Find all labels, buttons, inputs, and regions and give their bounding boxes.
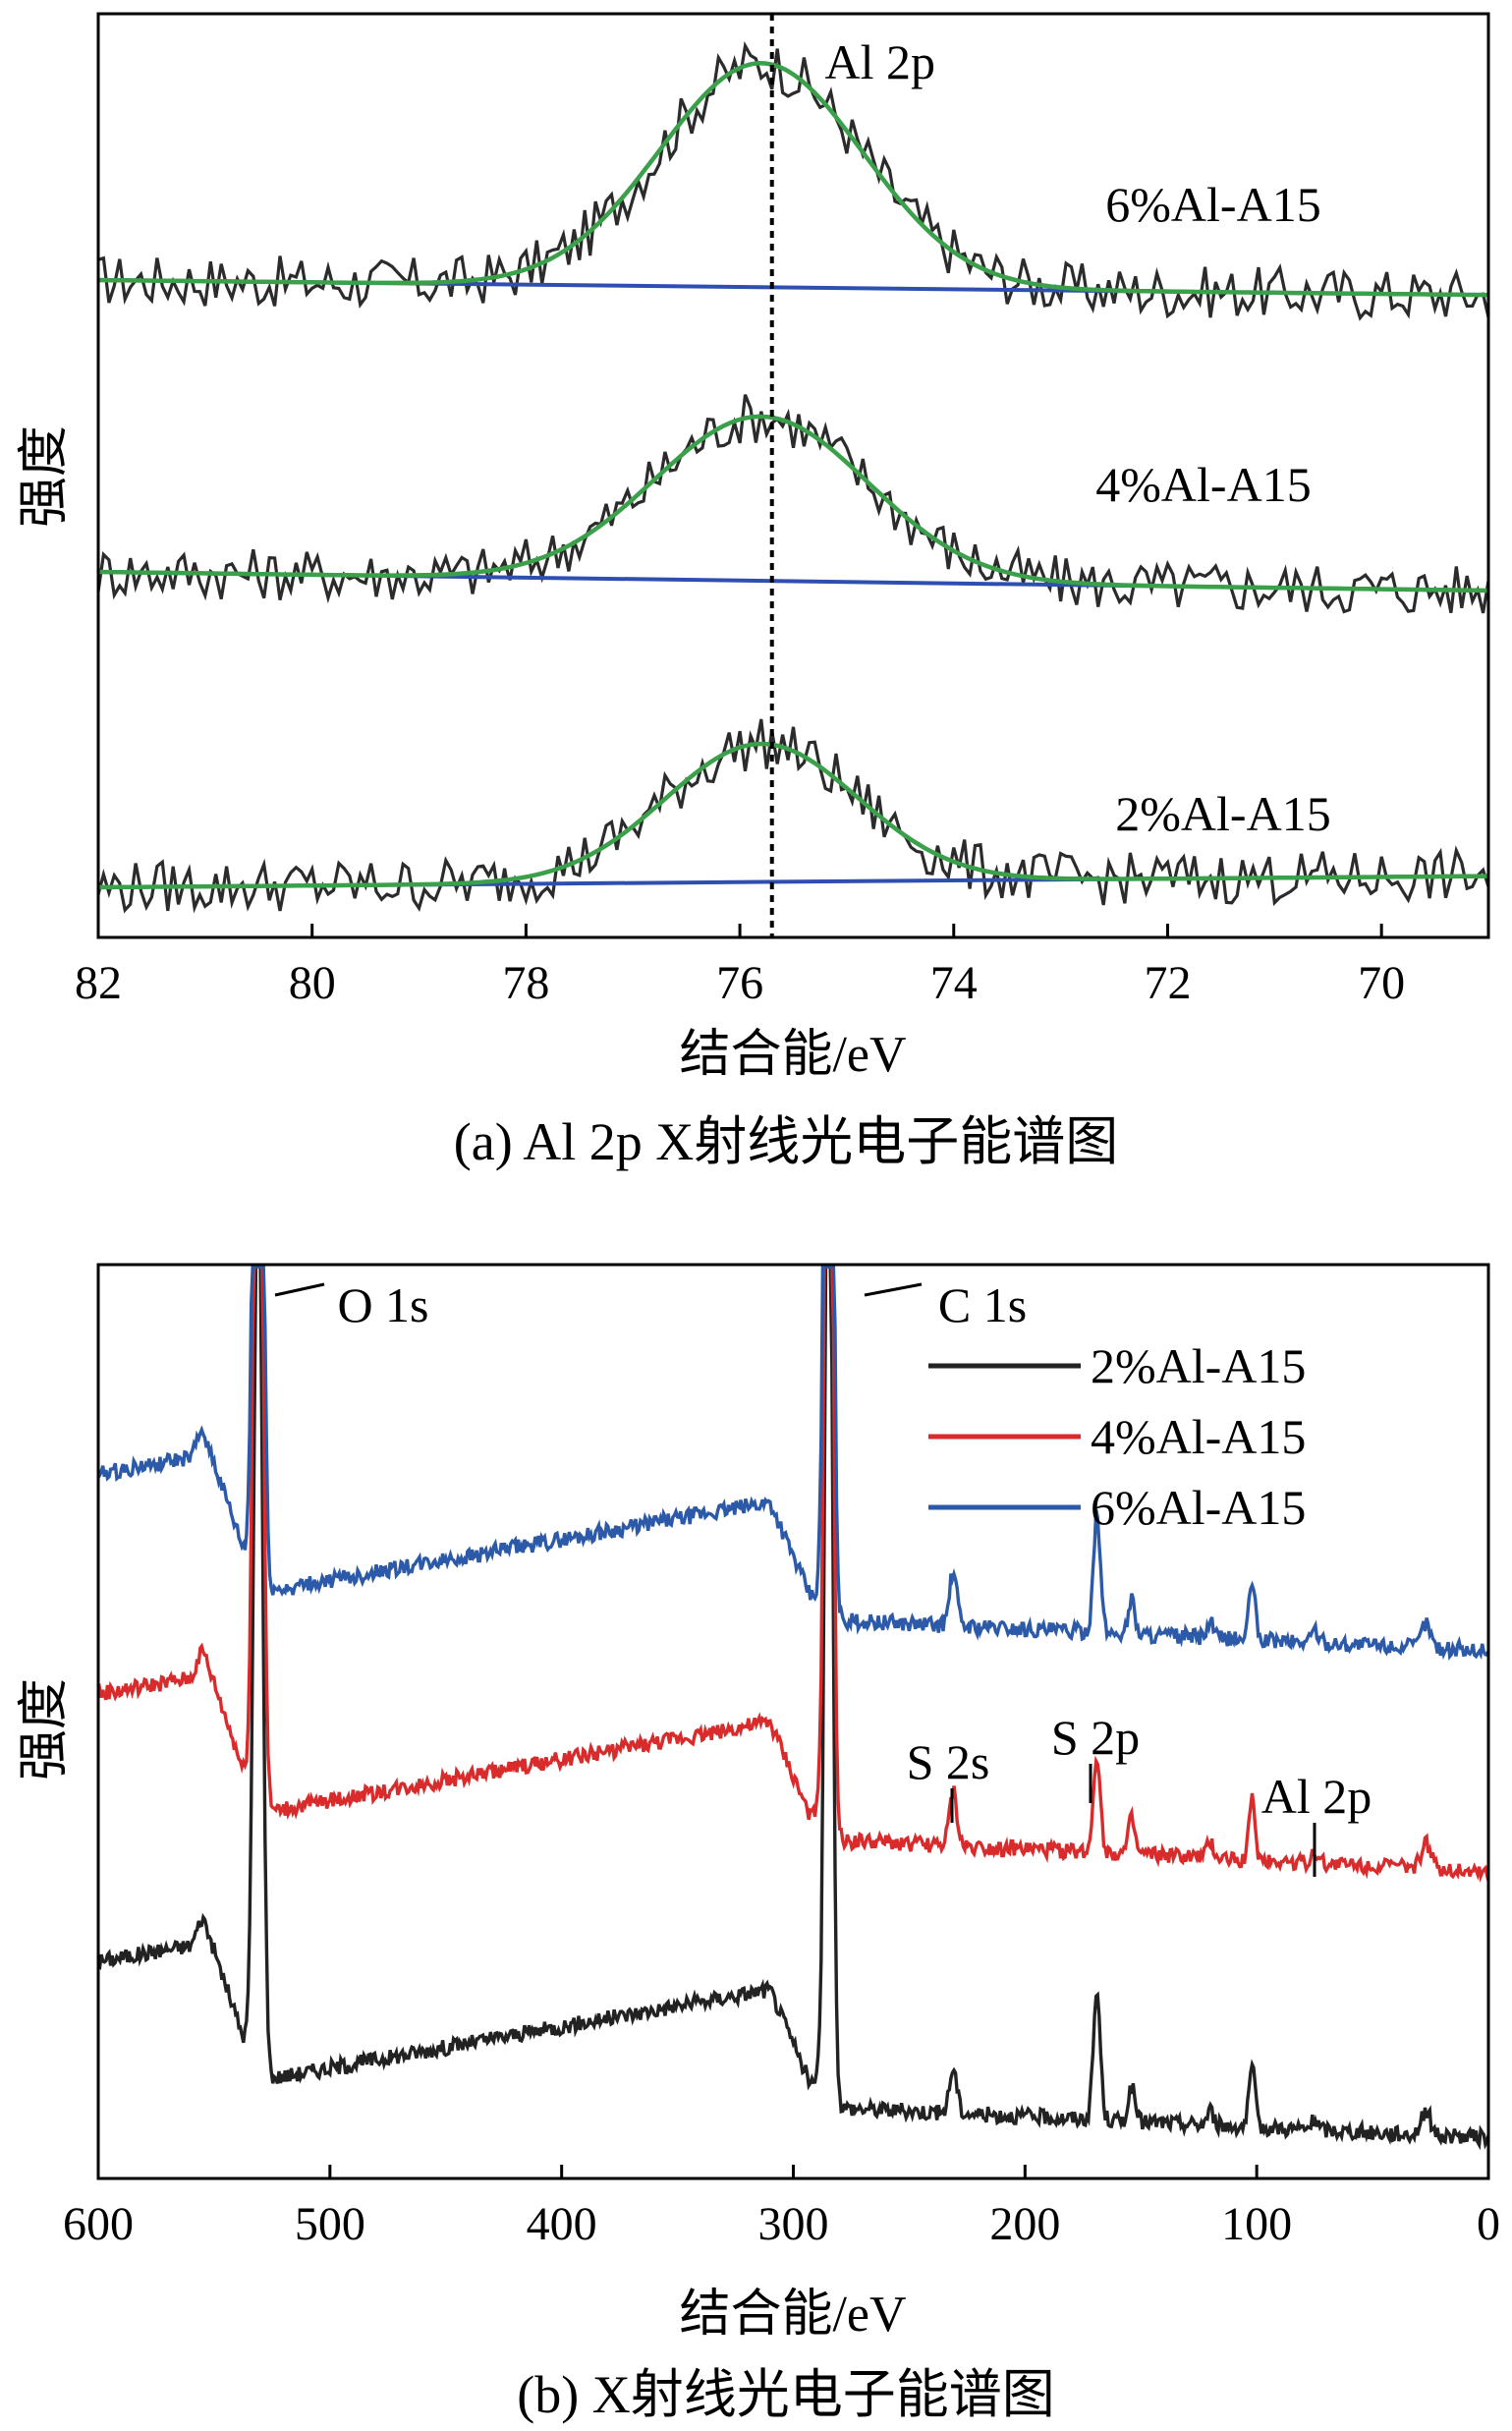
x-tick-label: 70	[1358, 957, 1405, 1009]
panel-b-y-axis-label: 强度	[17, 1678, 73, 1781]
series-label: 2%Al-A15	[1115, 786, 1330, 841]
x-tick-label: 600	[63, 2198, 134, 2250]
panel-a-x-ticks: 82 80 78 76 74 72 70	[75, 924, 1405, 1009]
peak-label: C 1s	[938, 1277, 1027, 1332]
survey-spectrum-line	[96, 1265, 1490, 1884]
al2p-reference-label: Al 2p	[824, 34, 935, 89]
x-tick-label: 82	[75, 957, 122, 1009]
legend-entry: 4%Al-A15	[1091, 1409, 1306, 1464]
x-tick-label: 100	[1221, 2198, 1292, 2250]
x-tick-label: 300	[758, 2198, 829, 2250]
raw-spectrum-line	[97, 40, 1490, 321]
x-tick-label: 76	[716, 957, 763, 1009]
panel-a-curves	[96, 40, 1490, 914]
legend-entry: 6%Al-A15	[1091, 1480, 1306, 1535]
panel-a-al2p-spectrum: Al 2p 6%Al-A15 4%Al-A15 2%Al-A15 82 80 78 76 7…	[17, 12, 1490, 1171]
panel-a-caption: (a) Al 2p X射线光电子能谱图	[454, 1112, 1118, 1171]
fit-curve-line	[97, 61, 1489, 298]
series-label: 4%Al-A15	[1095, 457, 1311, 512]
panel-b-curves	[96, 1265, 1490, 2151]
x-tick-label: 500	[295, 2198, 365, 2250]
survey-spectrum-line	[96, 1265, 1490, 1661]
panel-b-survey-spectrum: O 1s C 1s S 2s S 2p Al 2p 2%Al-A15 4%Al-A15 6%…	[17, 1263, 1500, 2424]
x-tick-label: 78	[502, 957, 549, 1009]
panel-b-x-ticks: 600 500 400 300 200 100 0	[63, 2165, 1500, 2250]
peak-label: O 1s	[337, 1277, 428, 1332]
panel-b-peak-labels: O 1s C 1s S 2s S 2p Al 2p	[274, 1277, 1372, 1877]
panel-b-caption: (b) X射线光电子能谱图	[517, 2365, 1054, 2424]
x-tick-label: 74	[930, 957, 978, 1009]
panel-b-legend: 2%Al-A15 4%Al-A15 6%Al-A15	[928, 1338, 1306, 1535]
legend-entry: 2%Al-A15	[1091, 1338, 1306, 1393]
x-tick-label: 72	[1144, 957, 1191, 1009]
panel-a-plot-frame	[96, 12, 1490, 939]
panel-b-x-axis-label: 结合能/eV	[679, 2287, 906, 2343]
panel-a-y-axis-label: 强度	[17, 425, 73, 528]
panel-a-x-axis-label: 结合能/eV	[679, 1027, 906, 1083]
peak-label: S 2p	[1051, 1710, 1140, 1765]
x-tick-label: 400	[527, 2198, 597, 2250]
x-tick-label: 200	[989, 2198, 1060, 2250]
peak-leader-line	[274, 1282, 325, 1297]
x-tick-label: 0	[1477, 2198, 1500, 2250]
panel-a-series-labels: 6%Al-A15 4%Al-A15 2%Al-A15	[1095, 177, 1330, 841]
survey-spectrum-line	[96, 1265, 1490, 2151]
fit-curve-line	[97, 414, 1489, 594]
fit-curve-line	[97, 741, 1489, 890]
series-label: 6%Al-A15	[1105, 177, 1320, 232]
x-tick-label: 80	[289, 957, 336, 1009]
raw-spectrum-line	[96, 394, 1490, 614]
peak-label: Al 2p	[1261, 1769, 1372, 1824]
peak-leader-line	[864, 1282, 923, 1297]
peak-label: S 2s	[907, 1734, 990, 1789]
